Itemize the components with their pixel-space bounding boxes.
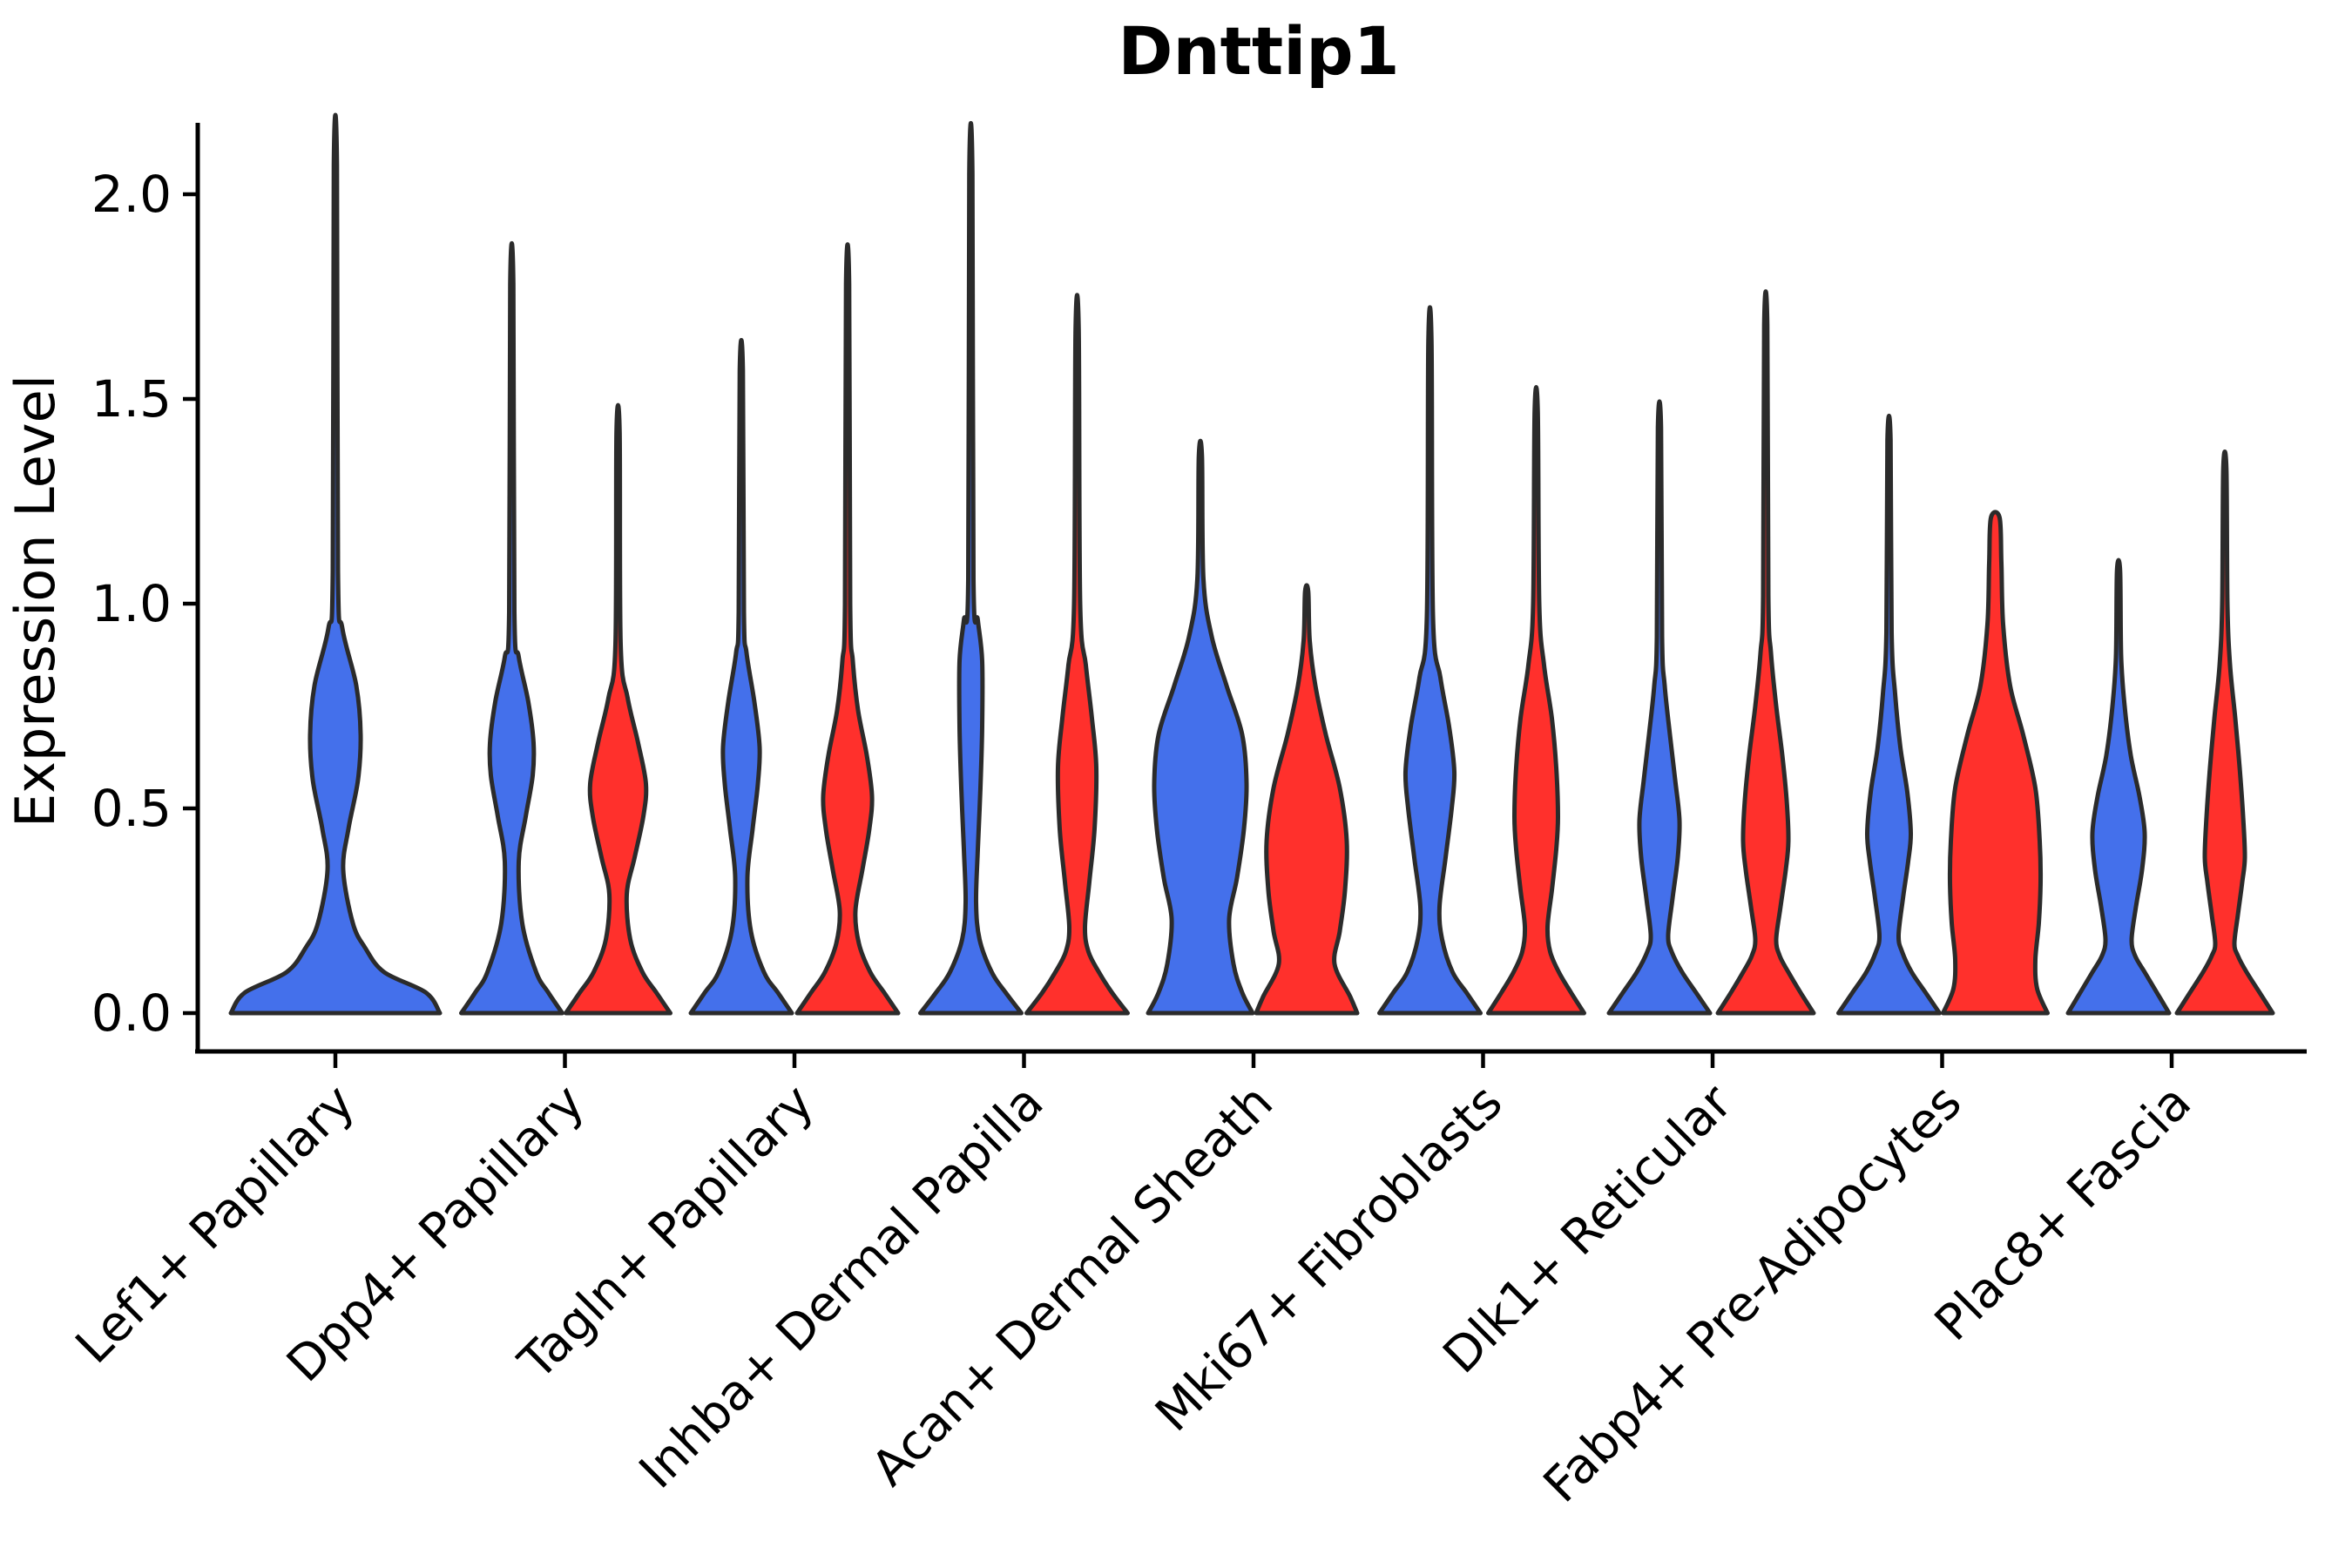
violin-acan-dermal-sheath-blue <box>1146 438 1255 1016</box>
violin-dpp4-papillary-red <box>564 402 672 1016</box>
violin-tagln-papillary-red <box>794 242 901 1016</box>
violin-dpp4-papillary-blue <box>459 240 564 1016</box>
y-tick-label: 2.0 <box>91 165 172 224</box>
violin-lef1-papillary-blue <box>228 112 443 1016</box>
violin-fabp4-pre-adipocytes-blue <box>1836 414 1942 1016</box>
y-axis-title: Expression Level <box>3 375 67 828</box>
violin-mki67-fibroblasts-blue <box>1377 305 1483 1016</box>
violin-mki67-fibroblasts-red <box>1486 385 1586 1016</box>
violin-plac8-fascia-red <box>2174 449 2275 1016</box>
x-tick-label-inhba-dermal-papilla: Inhba+ Dermal Papilla <box>629 1074 1055 1500</box>
x-tick-label-fabp4-pre-adipocytes: Fabp4+ Pre-Adipocytes <box>1533 1074 1973 1514</box>
y-tick-label: 0.5 <box>91 779 172 838</box>
y-tick-label: 1.5 <box>91 369 172 429</box>
y-tick-label: 1.0 <box>91 574 172 633</box>
violin-plac8-fascia-blue <box>2065 558 2172 1016</box>
violin-inhba-dermal-papilla-red <box>1024 293 1130 1016</box>
violin-dlk1-reticular-red <box>1715 289 1816 1016</box>
violin-fabp4-pre-adipocytes-red <box>1941 510 2050 1016</box>
violin-inhba-dermal-papilla-blue <box>918 121 1024 1016</box>
x-tick-label-acan-dermal-sheath: Acan+ Dermal Sheath <box>861 1074 1284 1497</box>
violin-acan-dermal-sheath-red <box>1254 583 1360 1016</box>
chart-title: Dnttip1 <box>1118 12 1399 90</box>
y-tick-label: 0.0 <box>91 983 172 1043</box>
violin-tagln-papillary-blue <box>688 337 794 1016</box>
violin-dlk1-reticular-blue <box>1606 399 1713 1016</box>
